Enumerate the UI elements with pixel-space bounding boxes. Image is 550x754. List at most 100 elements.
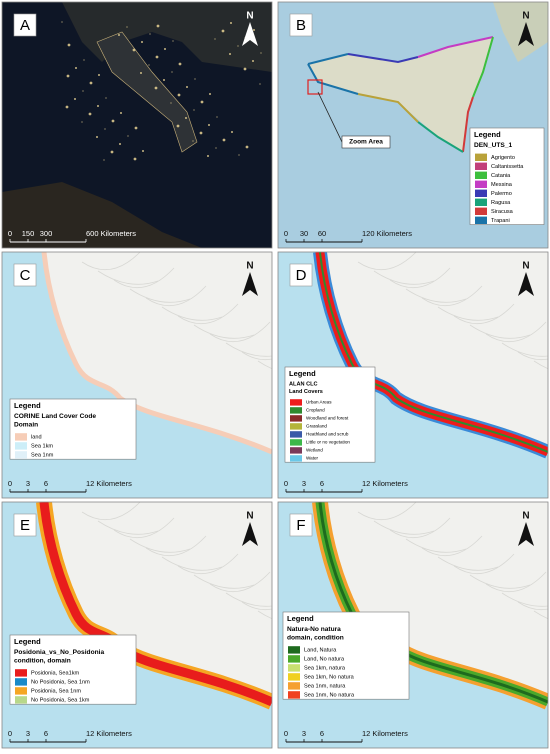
legend-item-label: Messina: [491, 182, 513, 188]
city-light: [230, 22, 232, 24]
road: [501, 342, 548, 357]
legend-item-label: Sea 1km: [31, 443, 53, 449]
legend-box: [282, 611, 410, 700]
city-light: [142, 150, 144, 152]
legend-swatch: [15, 678, 27, 686]
legend-swatch: [15, 669, 27, 677]
scale-label: 120 Kilometers: [362, 229, 412, 238]
road: [405, 538, 467, 553]
north-label: N: [522, 11, 529, 22]
legend-item-label: Agrigento: [491, 155, 515, 161]
map-panel: D N 0 3 6 12 Kilometers Legend ALAN CLC Land Cov…: [277, 251, 549, 499]
land: [62, 2, 272, 72]
scale-label: 6: [320, 479, 324, 488]
province-coast: [417, 36, 494, 58]
city-light: [243, 67, 247, 71]
north-arrow: [518, 272, 534, 296]
city-light: [118, 34, 120, 36]
city-light: [81, 121, 83, 123]
road: [421, 285, 483, 306]
scale-label: 0: [284, 479, 288, 488]
road: [485, 571, 547, 592]
legend-swatch: [290, 431, 302, 438]
road: [113, 267, 175, 288]
panel-label: A: [20, 17, 30, 34]
city-light: [141, 41, 143, 43]
road: [257, 610, 272, 620]
legend-item-label: No Posidonia, Sea 1km: [31, 697, 90, 703]
map-panel: E N 0 3 6 12 Kilometers Legend Posidonia_vs_No_…: [1, 501, 273, 749]
map: [2, 252, 272, 498]
legend-title: Legend: [287, 614, 314, 623]
panel-border: [1, 251, 273, 499]
road: [389, 517, 451, 538]
scale-label: 3: [302, 479, 306, 488]
legend-swatch: [288, 664, 300, 672]
scale-label: 3: [302, 729, 306, 738]
legend-subtitle: domain, condition: [287, 634, 344, 641]
city-light: [178, 62, 182, 66]
legend-item-label: No Posidonia, Sea 1nm: [31, 679, 90, 685]
scale-label: 0: [8, 479, 12, 488]
scale-label: 6: [44, 479, 48, 488]
city-light: [83, 59, 85, 61]
africa: [2, 182, 202, 248]
city-light: [89, 81, 93, 85]
city-light: [214, 38, 216, 40]
province-coast: [347, 53, 419, 64]
road: [161, 306, 223, 321]
legend-swatch: [475, 189, 487, 197]
city-light: [231, 131, 233, 133]
road: [405, 288, 467, 303]
legend: Legend ALAN CLC Land Covers Urban Areas Crop…: [284, 366, 376, 463]
annotation: Zoom Area: [349, 139, 383, 146]
legend-swatch: [290, 439, 302, 446]
map: [278, 502, 548, 748]
road: [517, 601, 548, 610]
legend-swatch: [288, 691, 300, 699]
scale-label: 6: [320, 729, 324, 738]
legend-subtitle: Posidonia_vs_No_Posidonia: [14, 649, 104, 656]
north-label: N: [522, 511, 529, 522]
road: [193, 324, 255, 339]
legend-swatch: [475, 216, 487, 224]
legend-subtitle: condition, domain: [14, 657, 71, 664]
city-light: [126, 26, 128, 28]
city-light: [105, 97, 107, 99]
legend-box: [284, 366, 376, 463]
panel-label: D: [296, 267, 307, 284]
legend-item-label: Grassland: [306, 424, 327, 429]
legend-item-label: Urban Areas: [306, 400, 332, 405]
province-coast: [307, 63, 359, 95]
city-light: [216, 116, 218, 118]
city-light: [149, 33, 151, 35]
panel-label: B: [296, 17, 306, 34]
city-light: [253, 29, 255, 31]
city-light: [82, 90, 84, 92]
legend-title: Legend: [474, 130, 501, 139]
city-light: [252, 60, 254, 62]
city-light: [229, 53, 231, 55]
city-light: [207, 155, 209, 157]
scale-label: 12 Kilometers: [86, 479, 132, 488]
city-light: [238, 154, 240, 156]
city-light: [132, 48, 136, 52]
legend-swatch: [475, 162, 487, 170]
scale-label: 3: [26, 729, 30, 738]
city-light: [98, 74, 100, 76]
land: [320, 252, 548, 452]
map: [2, 2, 272, 248]
legend-item-label: Sea 1nm, No natura: [304, 692, 355, 698]
north-arrow: [242, 522, 258, 546]
legend-swatch: [290, 399, 302, 406]
coastal-band: [41, 252, 272, 455]
legend-box: [9, 398, 137, 460]
road: [501, 592, 548, 607]
road: [389, 267, 451, 288]
map-panel: F N 0 3 6 12 Kilometers Legend Natura-No natura…: [277, 501, 549, 749]
road: [129, 538, 191, 553]
panel-label: C: [20, 267, 31, 284]
city-light: [119, 143, 121, 145]
